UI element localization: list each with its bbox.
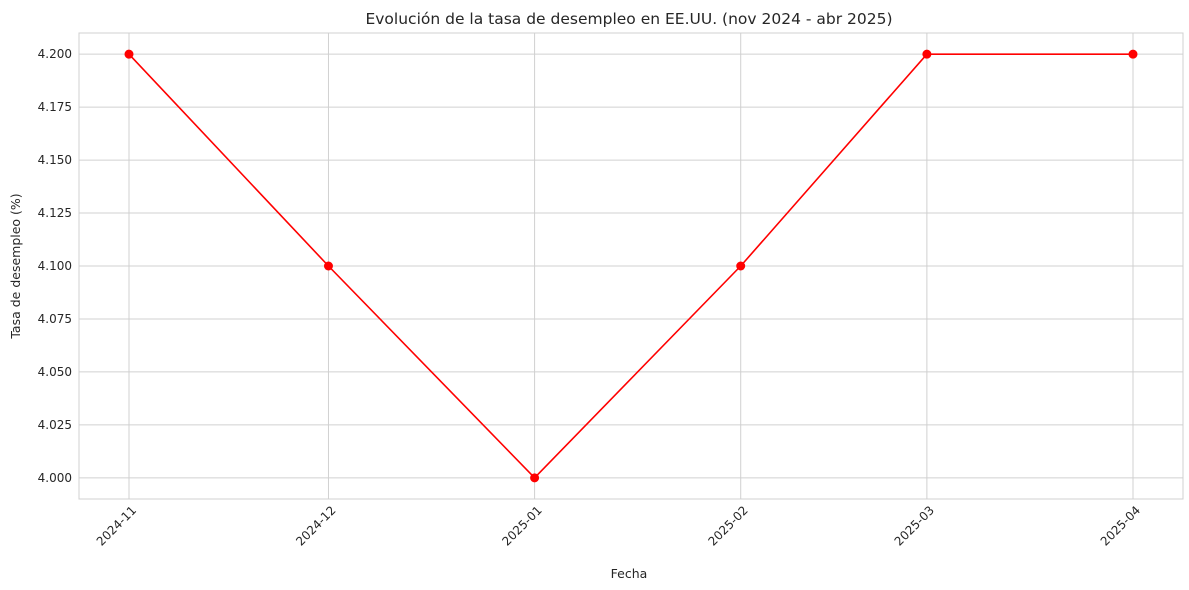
series [124, 49, 1138, 483]
y-tick-label: 4.200 [38, 47, 72, 61]
series-line [128, 53, 1133, 479]
y-axis-ticks: 4.000 4.025 4.050 4.075 4.100 4.125 4.150 4.175… [38, 47, 72, 485]
data-point [922, 49, 932, 59]
data-point [1128, 49, 1138, 59]
y-tick-label: 4.175 [38, 100, 72, 114]
y-axis-label: Tasa de desempleo (%) [8, 193, 23, 339]
data-point [323, 261, 333, 271]
plot-frame [78, 32, 1184, 500]
y-tick-label: 4.075 [38, 312, 72, 326]
x-axis-label: Fecha [611, 566, 648, 581]
y-tick-label: 4.100 [38, 259, 72, 273]
y-tick-label: 4.125 [38, 206, 72, 220]
y-tick-label: 4.050 [38, 365, 72, 379]
data-point [736, 261, 746, 271]
y-tick-label: 4.025 [38, 418, 72, 432]
chart-title: Evolución de la tasa de desempleo en EE.… [365, 10, 892, 28]
y-tick-label: 4.000 [38, 471, 72, 485]
y-tick-label: 4.150 [38, 153, 72, 167]
data-point [124, 49, 134, 59]
data-point [530, 473, 540, 483]
